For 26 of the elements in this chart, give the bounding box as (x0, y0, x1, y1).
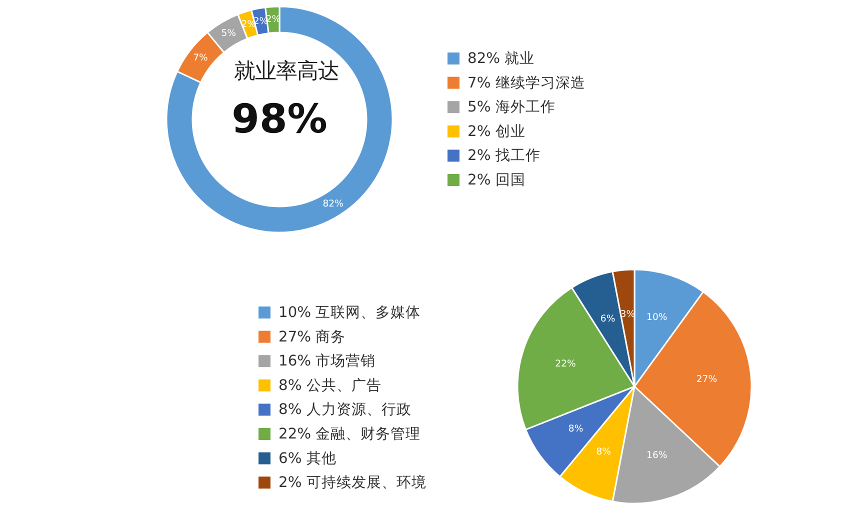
data-label: 8% (568, 424, 584, 435)
legend-label: 8% 人力资源、行政 (278, 401, 412, 418)
text: 98% (232, 96, 328, 142)
data-label: 6% (600, 314, 616, 325)
legend-label: 10% 互联网、多媒体 (278, 304, 421, 321)
data-label: 16% (646, 450, 668, 461)
data-label: 27% (696, 374, 718, 386)
data-label: 7% (193, 52, 208, 64)
data-label: 8% (596, 446, 612, 458)
legend-label: 7% 继续学习深造 (468, 74, 586, 92)
legend-label: 2% 可持续发展、环境 (278, 474, 426, 492)
legend-label: 82% 就业 (468, 50, 535, 67)
legend-label: 22% 金融、财务管理 (278, 426, 421, 442)
text: 就业率高达 (234, 59, 339, 84)
legend-label: 5% 海外工作 (468, 98, 556, 116)
data-label: 10% (646, 312, 668, 324)
legend-label: 16% 市场营销 (278, 352, 376, 370)
legend-label: 2% 回国 (468, 172, 526, 188)
legend-label: 6% 其他 (278, 450, 336, 467)
legend-label: 2% 创业 (468, 122, 526, 140)
data-label: 82% (322, 198, 344, 210)
data-label: 5% (221, 28, 236, 39)
data-label: 22% (555, 358, 576, 370)
legend-label: 2% 找工作 (468, 147, 540, 164)
legend-label: 8% 公共、广告 (278, 376, 382, 394)
legend-label: 27% 商务 (278, 328, 346, 346)
